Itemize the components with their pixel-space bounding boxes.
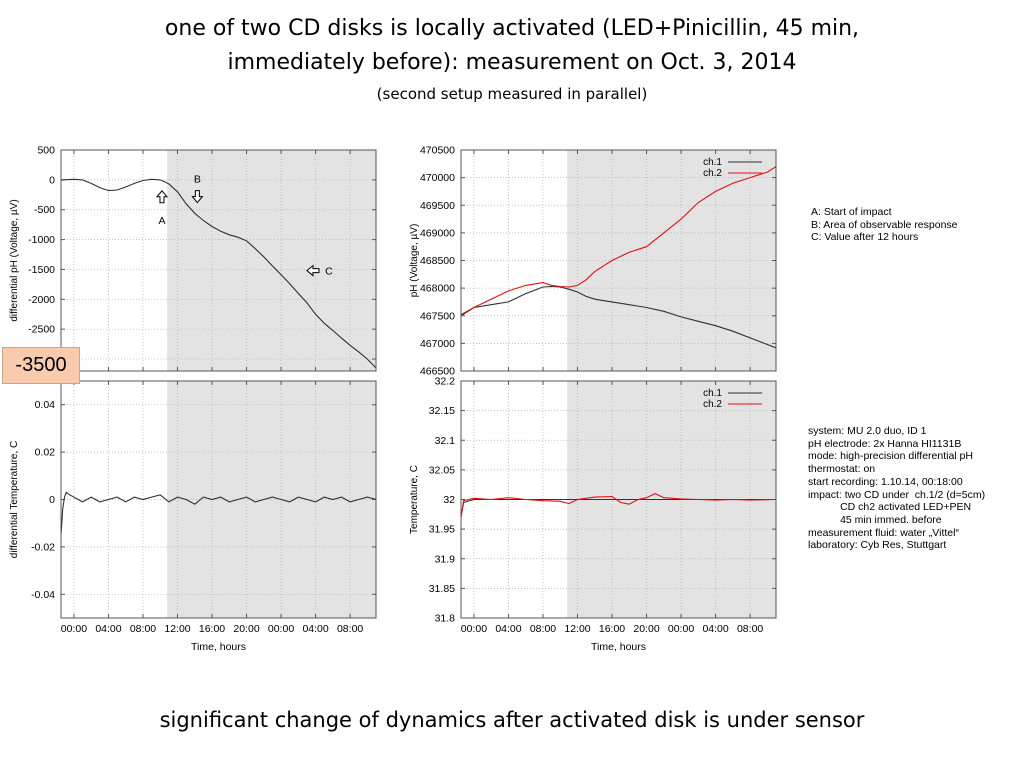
x-axis-label: Time, hours — [591, 641, 646, 653]
y-tick-label: 467500 — [420, 310, 455, 322]
legend-label: ch.2 — [703, 168, 722, 179]
chart-diff-ph: 5000-500-1000-1500-2000-2500-3000differe… — [9, 145, 377, 372]
x-tick-label: 12:00 — [564, 623, 590, 635]
chart-abs-ph: 470500 470000 469500 469000 468500 468000 4675… — [409, 145, 777, 378]
y-tick-label: 500 — [37, 145, 55, 157]
x-tick-label: 00:00 — [268, 623, 294, 635]
y-axis-label: differential Temperature, C — [9, 441, 20, 558]
annotation-label: C — [325, 266, 333, 278]
y-axis-label: Temperature, C — [409, 465, 420, 534]
y-tick-label: 32.2 — [435, 376, 456, 388]
series-line-main — [61, 178, 376, 369]
y-tick-label: 468500 — [420, 255, 455, 267]
plot-frame — [460, 380, 777, 619]
chart-temp: 32.2 32.15 32.1 32.05 32 31.95 31.9 31.85 31.8 00… — [409, 376, 777, 653]
y-tick-label: -2000 — [28, 294, 55, 306]
slide-title-line1: one of two CD disks is locally activated… — [164, 16, 860, 41]
slide-footer: significant change of dynamics after act… — [159, 708, 865, 732]
plot-frame — [60, 380, 377, 619]
x-tick-label: 04:00 — [495, 623, 521, 635]
slide-subtitle: (second setup measured in parallel) — [376, 85, 648, 103]
legend-label: ch.2 — [703, 399, 722, 410]
annotation-label: B — [194, 174, 201, 186]
y-tick-label: 0.04 — [35, 399, 56, 411]
y-tick-label: 468000 — [420, 283, 455, 295]
x-tick-label: 16:00 — [599, 623, 625, 635]
x-tick-label: 04:00 — [302, 623, 328, 635]
x-tick-label: 12:00 — [164, 623, 190, 635]
y-tick-label: 31.95 — [429, 524, 455, 536]
y-axis-label: differential pH (Voltage, µV) — [9, 199, 20, 321]
y-tick-label: 470500 — [420, 145, 455, 157]
series-line-ch1 — [461, 285, 776, 349]
x-tick-label: 20:00 — [633, 623, 659, 635]
annotation-arrow — [191, 190, 204, 204]
annotation-key: A: Start of impact B: Area of observable… — [811, 206, 958, 244]
x-tick-label: 08:00 — [130, 623, 156, 635]
x-tick-label: 20:00 — [233, 623, 259, 635]
y-tick-label: -1000 — [28, 234, 55, 246]
y-tick-label: -2500 — [28, 324, 55, 336]
y-tick-label: 32.15 — [429, 405, 455, 417]
x-axis-label: Time, hours — [191, 641, 246, 653]
x-tick-label: 00:00 — [668, 623, 694, 635]
x-tick-label: 08:00 — [737, 623, 763, 635]
x-tick-label: 00:00 — [61, 623, 87, 635]
y-tick-label: 470000 — [420, 172, 455, 184]
legend-label: ch.1 — [703, 157, 722, 168]
annotation-label: A — [158, 215, 165, 227]
y-tick-label: 0.02 — [35, 447, 56, 459]
chart-diff-temp: 0.04 0.02 0 -0.02 -0.04 00:00 04:00 08:00 12:00 1… — [9, 380, 377, 653]
y-tick-label: -0.04 — [31, 589, 55, 601]
y-tick-label: -0.02 — [31, 541, 55, 553]
series-line-ch2 — [461, 166, 776, 316]
legend-label: ch.1 — [703, 388, 722, 399]
y-tick-label: 0 — [49, 174, 55, 186]
y-axis-label: pH (Voltage, µV) — [409, 224, 420, 298]
plot-frame — [460, 149, 777, 372]
y-tick-label: 466500 — [420, 366, 455, 378]
y-tick-label: -500 — [34, 204, 55, 216]
y-tick-label: 31.9 — [435, 553, 456, 565]
annotation-arrow — [306, 264, 320, 277]
x-tick-label: 16:00 — [199, 623, 225, 635]
annotation-arrow — [155, 190, 169, 204]
x-tick-label: 04:00 — [95, 623, 121, 635]
y-tick-label: 32.05 — [429, 464, 455, 476]
plot-frame — [60, 149, 377, 372]
y-tick-label: 32 — [443, 494, 455, 506]
y-tick-label: 31.8 — [435, 613, 456, 625]
system-info: system: MU 2.0 duo, ID 1 pH electrode: 2… — [808, 425, 986, 552]
y-tick-label: -1500 — [28, 264, 55, 276]
highlight-value-badge: -3500 — [2, 347, 80, 384]
y-tick-label: 469000 — [420, 227, 455, 239]
y-tick-label: 32.1 — [435, 435, 456, 447]
x-tick-label: 00:00 — [461, 623, 487, 635]
y-tick-label: 467000 — [420, 338, 455, 350]
series-line-main — [61, 491, 376, 536]
series-line-ch2 — [461, 492, 776, 518]
y-tick-label: 31.85 — [429, 583, 455, 595]
y-tick-label: 469500 — [420, 200, 455, 212]
y-tick-label: 0 — [49, 494, 55, 506]
x-tick-label: 04:00 — [702, 623, 728, 635]
slide-title-line2: immediately before): measurement on Oct.… — [227, 50, 797, 75]
shaded-region — [167, 150, 376, 371]
x-tick-label: 08:00 — [530, 623, 556, 635]
x-tick-label: 08:00 — [337, 623, 363, 635]
